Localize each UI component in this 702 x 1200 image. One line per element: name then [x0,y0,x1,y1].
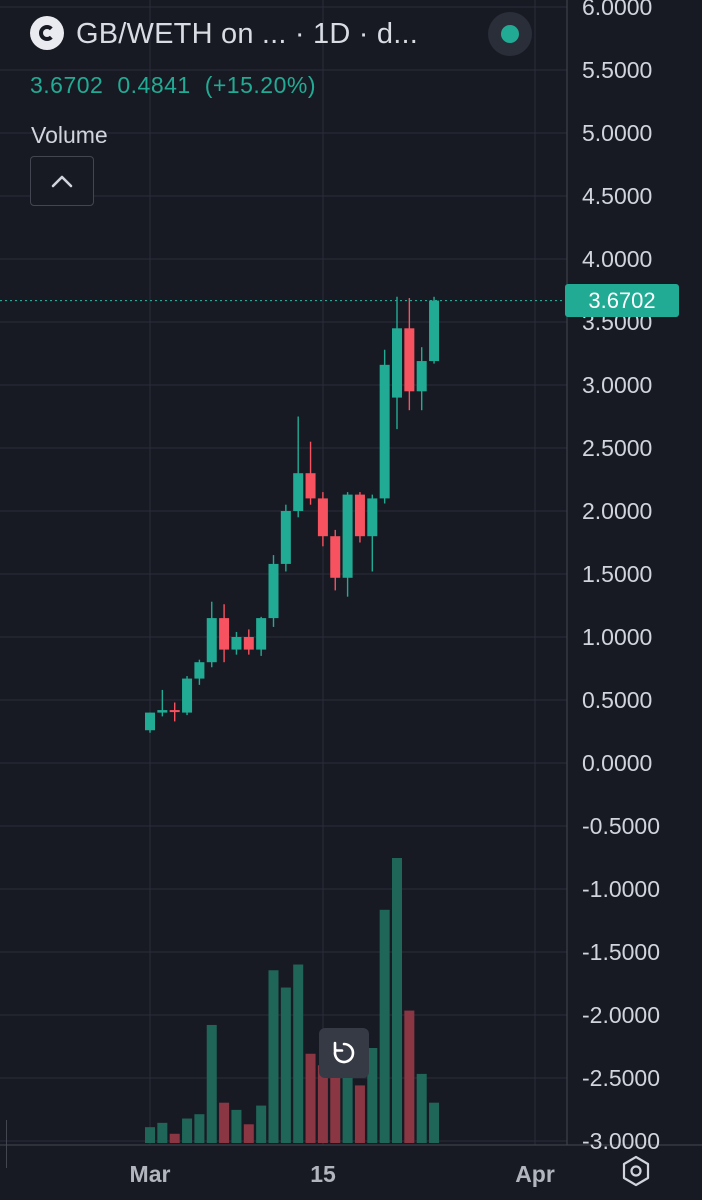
volume-bar [293,964,304,1143]
candle-body [330,536,341,578]
volume-bar [256,1105,267,1143]
candle-body [280,511,291,564]
candle-body [243,637,254,650]
market-status-button[interactable] [488,12,532,56]
time-axis[interactable]: Mar 15 Apr [130,1161,555,1187]
volume-bar [342,1056,353,1143]
candle-body [379,364,390,499]
volume-bar [392,858,402,1143]
collapse-legend-button[interactable] [30,156,94,206]
chart-settings-button[interactable] [618,1153,654,1189]
volume-bar [404,1010,415,1143]
price-axis-label: 0.5000 [582,687,652,713]
chart-legend: GB/WETH on ... · 1D · d... 3.6702 0.4841 (… [30,10,570,148]
candle-body [429,300,440,362]
price-axis-label: 4.0000 [582,246,652,272]
candle-body [219,618,230,650]
candlesticks [145,296,440,733]
candle-body [169,710,180,713]
candle-body [231,637,242,650]
volume-bar [219,1102,230,1143]
time-axis-label: 15 [310,1161,336,1187]
price-axis-label: 4.5000 [582,183,652,209]
candle-body [293,473,304,511]
price-tag-label: 3.6702 [588,288,655,313]
price-axis-label: 5.5000 [582,57,652,83]
volume-bar [157,1122,168,1143]
time-axis-label: Apr [515,1161,555,1187]
volume-bar [206,1024,217,1143]
candle-body [392,328,402,398]
volume-bar [145,1127,155,1143]
candle-body [157,710,168,713]
price-change-value: 0.4841 [117,72,191,98]
chevron-up-icon [51,175,73,188]
price-axis-label: 3.0000 [582,372,652,398]
volume-bar [429,1102,440,1143]
candle-body [182,678,193,713]
volume-bar [280,987,291,1143]
candle-body [416,361,427,392]
volume-bars [145,858,440,1143]
candle-body [194,662,205,679]
candle-body [404,328,415,392]
candle-body [354,494,365,537]
volume-bar [268,970,279,1143]
volume-bar [169,1133,180,1143]
volume-bar [182,1118,193,1143]
volume-bar [243,1124,254,1143]
price-axis-label: 1.0000 [582,624,652,650]
candle-body [317,498,328,537]
candle-body [145,712,155,731]
volume-bar [330,1073,341,1143]
pane-resize-handle[interactable] [0,1120,7,1168]
price-axis-label: 5.0000 [582,120,652,146]
reset-rotate-icon [333,1041,355,1064]
market-status-dot-icon [501,25,519,43]
time-axis-label: Mar [130,1161,171,1187]
symbol-title[interactable]: GB/WETH on ... · 1D · d... [76,18,418,50]
price-change-percent: (+15.20%) [204,72,316,98]
last-price-value: 3.6702 [30,72,104,98]
candle-body [367,498,378,537]
candle-body [342,494,353,578]
volume-bar [231,1109,242,1143]
volume-bar [379,909,390,1143]
price-axis-label: -2.5000 [582,1065,660,1091]
volume-bar [194,1114,205,1143]
price-axis-label: 1.5000 [582,561,652,587]
token-logo-icon[interactable] [30,16,64,50]
reset-chart-button[interactable] [319,1028,369,1078]
price-summary: 3.6702 0.4841 (+15.20%) [30,72,330,99]
price-tag: 3.6702 [565,284,679,317]
candle-body [305,473,316,499]
price-axis-label: 0.0000 [582,750,652,776]
price-axis-label: 2.0000 [582,498,652,524]
volume-bar [317,1065,328,1143]
price-axis-label: 6.0000 [582,0,652,20]
price-axis-label: -3.0000 [582,1128,660,1154]
price-axis-label: -0.5000 [582,813,660,839]
volume-bar [305,1053,316,1143]
candle-body [256,618,267,650]
price-axis-label: 2.5000 [582,435,652,461]
price-axis-background [567,0,702,1200]
settings-gear-icon [622,1155,650,1187]
volume-bar [367,1048,378,1143]
price-axis-label: -1.0000 [582,876,660,902]
volume-label: Volume [31,122,108,148]
price-axis[interactable]: 6.00005.50005.00004.50004.00003.50003.00… [582,0,660,1154]
candle-body [206,618,217,663]
volume-bar [354,1085,365,1143]
price-axis-label: -2.0000 [582,1002,660,1028]
candle-body [268,563,279,619]
price-axis-label: -1.5000 [582,939,660,965]
volume-bar [416,1073,427,1143]
price-tag-background [565,284,679,317]
